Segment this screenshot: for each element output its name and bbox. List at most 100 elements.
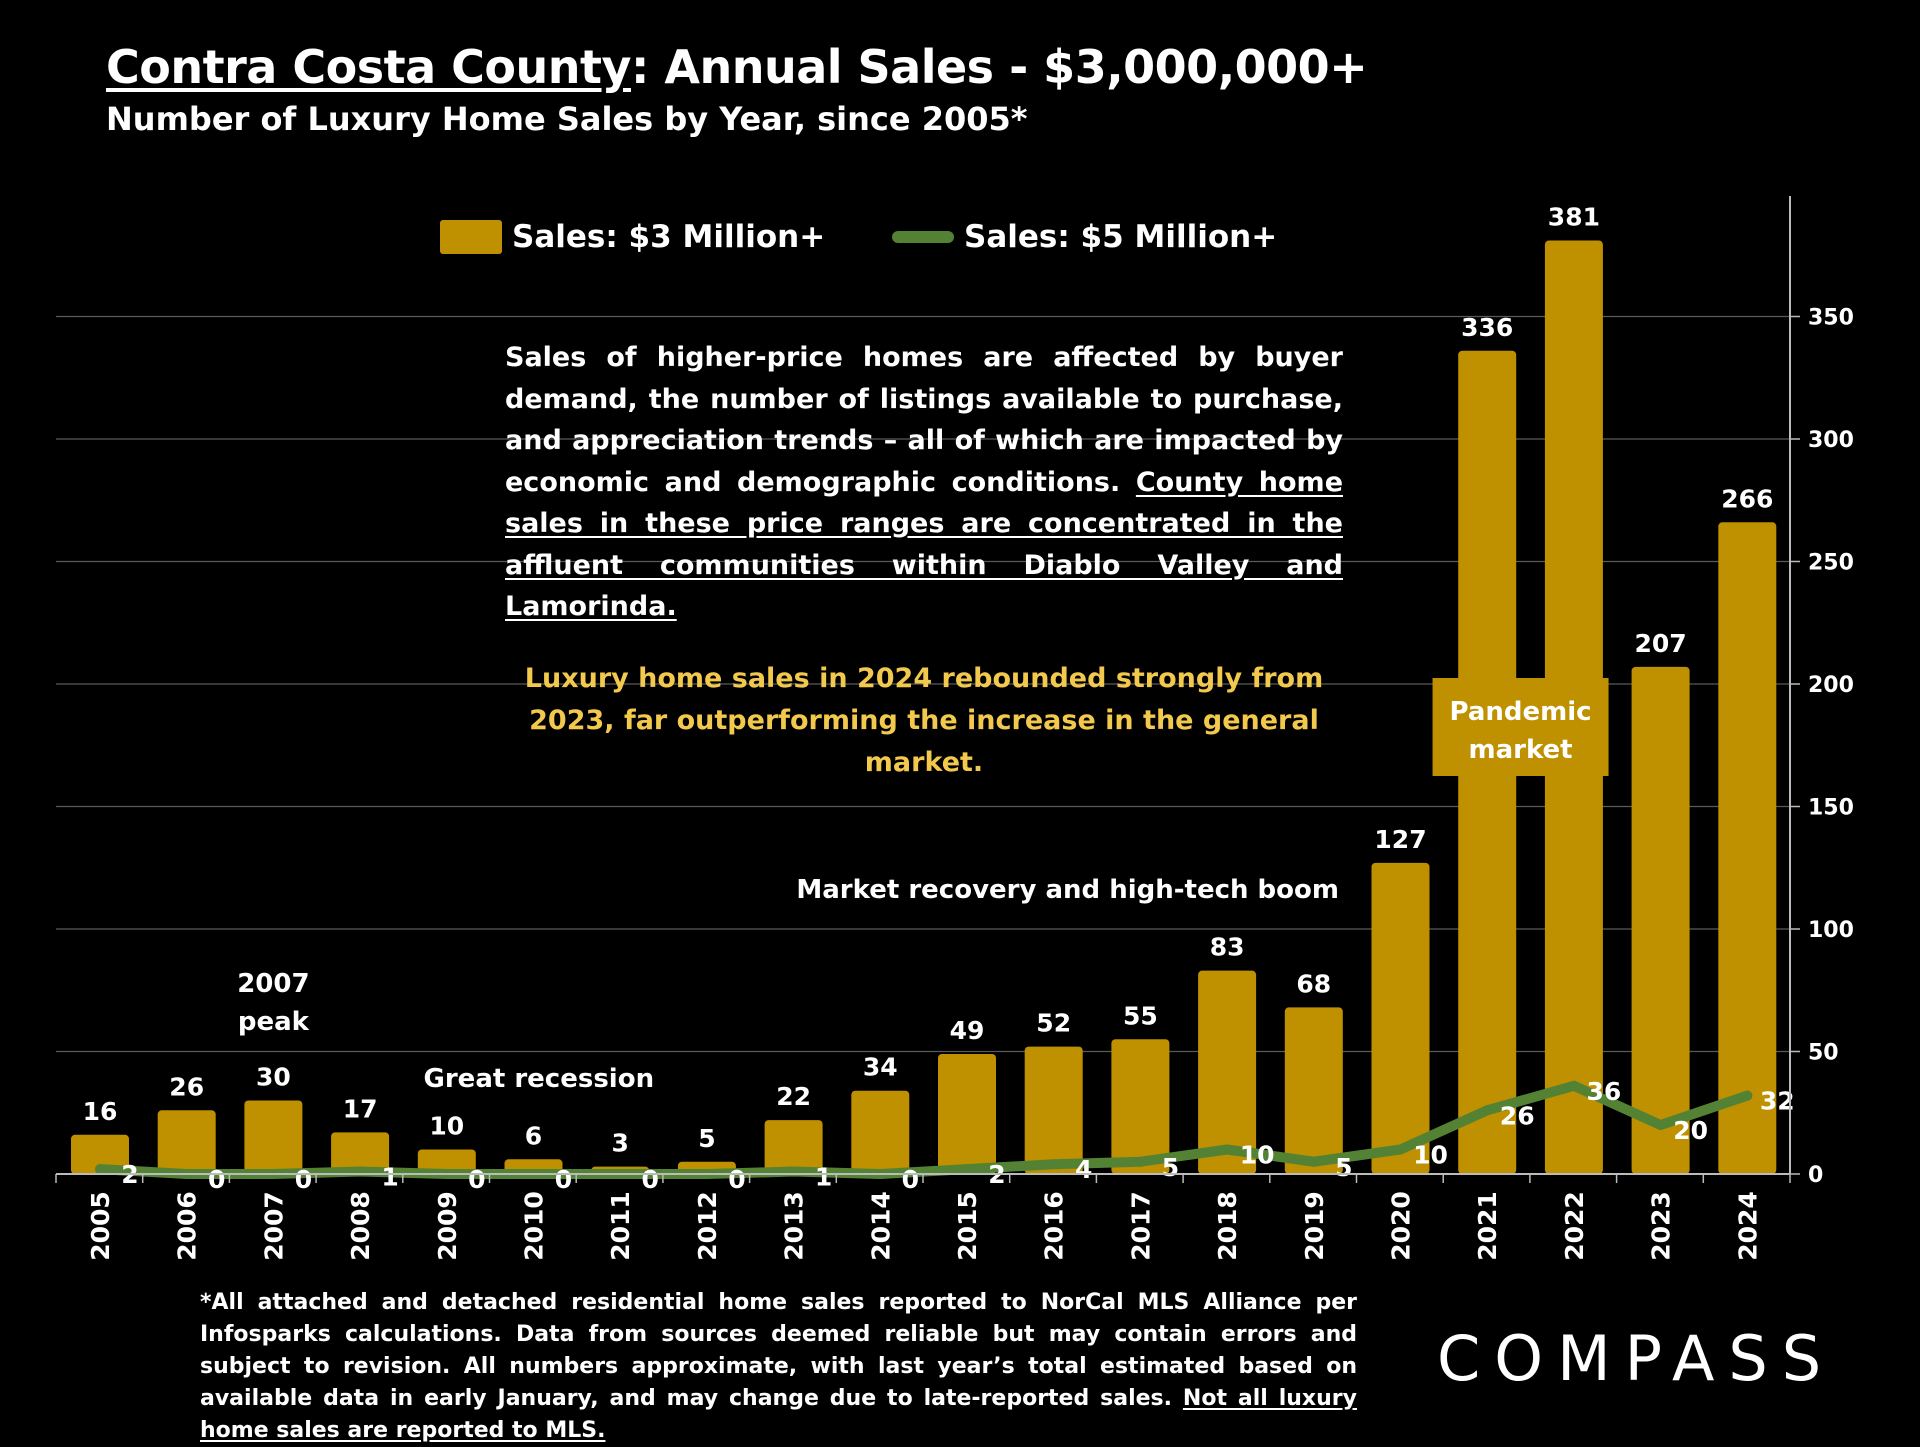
annotation-text: market [1468, 735, 1572, 765]
y-tick-label: 0 [1808, 1163, 1823, 1188]
footnote-plain: *All attached and detached residential h… [200, 1290, 1357, 1411]
bar-2018 [1198, 970, 1257, 1174]
x-tick-label-2008: 2008 [346, 1191, 375, 1261]
line-point-2005 [95, 1164, 105, 1175]
x-tick-label-2019: 2019 [1300, 1191, 1329, 1261]
line-value-label: 4 [1075, 1155, 1092, 1184]
bar-value-label: 16 [83, 1097, 118, 1126]
x-tick-label-2023: 2023 [1647, 1191, 1676, 1261]
bar-value-label: 3 [611, 1129, 628, 1158]
annotation-text: Pandemic [1450, 697, 1592, 727]
x-tick-label-2022: 2022 [1560, 1191, 1589, 1261]
line-value-label: 1 [381, 1163, 398, 1192]
line-value-label: 20 [1673, 1116, 1708, 1145]
annotation-text: 2007 [237, 969, 309, 999]
line-point-2008 [355, 1166, 366, 1177]
bar-value-label: 6 [525, 1121, 542, 1150]
x-tick-label-2015: 2015 [953, 1191, 982, 1261]
line-point-2019 [1308, 1156, 1319, 1167]
annotations: 2007 peak Great recession Market recovery a… [237, 678, 1609, 1094]
explanation-underlined: County home sales in these price ranges … [505, 466, 1343, 623]
bar-2015 [938, 1053, 996, 1174]
y-tick-label: 300 [1808, 428, 1854, 453]
line-value-label: 10 [1413, 1141, 1448, 1170]
x-tick-label-2024: 2024 [1733, 1191, 1762, 1261]
bar-2008 [331, 1132, 390, 1174]
annotation-text: Great recession [424, 1064, 655, 1094]
bar-value-label: 5 [698, 1124, 715, 1153]
bar-value-label: 17 [343, 1094, 378, 1123]
highlight-text: Luxury home sales in 2024 rebounded stro… [524, 663, 1324, 778]
y-tick-label: 150 [1808, 796, 1854, 821]
x-tick-label-2011: 2011 [606, 1191, 635, 1261]
y-tick-label: 100 [1808, 918, 1854, 943]
line-value-label: 36 [1587, 1077, 1622, 1106]
y-tick-label: 350 [1808, 306, 1854, 331]
bar-2013 [764, 1120, 823, 1174]
bar-value-label: 68 [1296, 969, 1331, 998]
y-tick-label: 50 [1808, 1041, 1839, 1066]
legend: Sales: $3 Million+ Sales: $5 Million+ [440, 219, 1277, 255]
line-value-label: 0 [641, 1165, 658, 1194]
x-tick-label-2009: 2009 [433, 1191, 462, 1261]
header: Contra Costa County: Annual Sales - $3,0… [106, 40, 1368, 138]
line-point-2023 [1655, 1120, 1666, 1130]
bar-value-label: 49 [950, 1016, 985, 1045]
x-tick-label-2016: 2016 [1040, 1191, 1069, 1261]
compass-logo: COMPASS [1437, 1322, 1836, 1395]
bar-value-label: 266 [1721, 484, 1773, 513]
page-title: Contra Costa County: Annual Sales - $3,0… [106, 40, 1368, 94]
bar-value-label: 207 [1635, 629, 1687, 658]
bar-value-label: 34 [863, 1053, 898, 1082]
line-value-label: 32 [1760, 1087, 1795, 1116]
bar-2016 [1024, 1046, 1083, 1174]
footnote-underlined: Not all luxury home sales are reported t… [200, 1386, 1357, 1443]
line-value-label: 26 [1500, 1101, 1535, 1130]
bar-value-label: 10 [429, 1112, 464, 1141]
explanation-plain: Sales of higher-price homes are affected… [505, 342, 1343, 498]
page-subtitle: Number of Luxury Home Sales by Year, sin… [106, 100, 1028, 138]
bar-2024 [1718, 522, 1777, 1174]
line-value-label: 0 [468, 1165, 485, 1194]
explanation-text: Sales of higher-price homes are affected… [505, 337, 1343, 628]
bar-value-label: 55 [1123, 1001, 1158, 1030]
line-value-label: 5 [1162, 1153, 1179, 1182]
footnote: *All attached and detached residential h… [200, 1287, 1357, 1447]
x-tick-label-2018: 2018 [1213, 1191, 1242, 1261]
title-county: Contra Costa County [106, 40, 631, 94]
bar-value-label: 30 [256, 1063, 291, 1092]
x-tick-label-2006: 2006 [173, 1191, 202, 1261]
title-rest: : Annual Sales - $3,000,000+ [630, 40, 1368, 94]
bar-value-label: 381 [1548, 203, 1600, 232]
line-point-2022 [1568, 1080, 1579, 1091]
x-tick-label-2010: 2010 [520, 1191, 549, 1261]
line-value-label: 1 [815, 1163, 832, 1192]
line-point-2021 [1482, 1105, 1493, 1116]
x-tick-label-2017: 2017 [1126, 1191, 1155, 1261]
x-tick-label-2020: 2020 [1387, 1191, 1416, 1261]
bar-2014 [851, 1090, 910, 1174]
bar-value-label: 52 [1036, 1009, 1071, 1038]
line-value-label: 10 [1240, 1141, 1275, 1170]
bar-2020 [1371, 862, 1430, 1174]
line-point-2024 [1742, 1090, 1753, 1101]
bar-2007 [244, 1100, 303, 1174]
pandemic-label-box [1432, 678, 1609, 776]
bar-2005 [71, 1134, 129, 1174]
line-point-2013 [788, 1166, 799, 1177]
legend-label-5m: Sales: $5 Million+ [964, 219, 1277, 255]
bar-value-label: 83 [1210, 933, 1245, 962]
x-tick-label-2013: 2013 [780, 1191, 809, 1261]
bar-value-label: 336 [1461, 313, 1513, 342]
line-series-5m [95, 1080, 1753, 1179]
bar-value-label: 26 [169, 1072, 204, 1101]
bar-2009 [417, 1149, 476, 1174]
x-tick-label-2014: 2014 [866, 1191, 895, 1261]
line-value-label: 0 [208, 1165, 225, 1194]
y-tick-label: 250 [1808, 551, 1854, 576]
line-value-label: 0 [902, 1165, 919, 1194]
x-tick-label-2012: 2012 [693, 1191, 722, 1261]
